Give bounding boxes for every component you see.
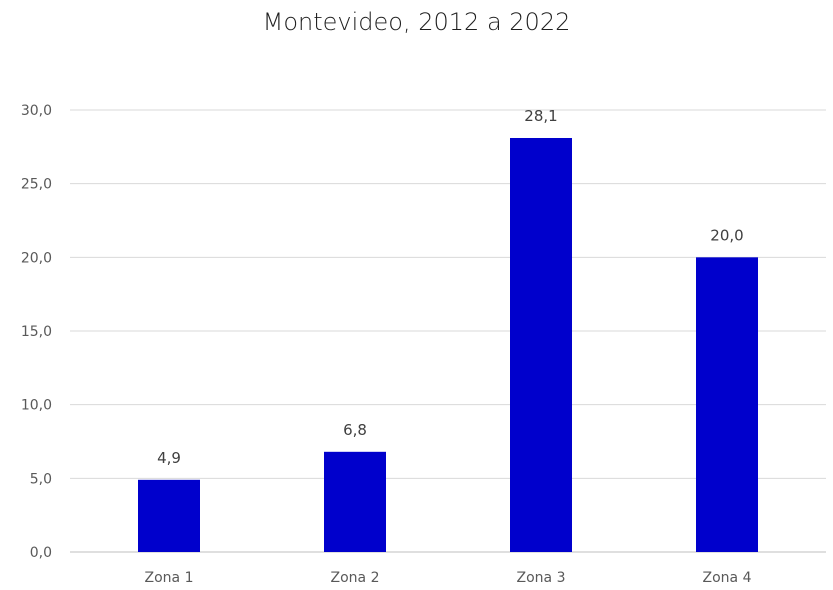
bar (138, 479, 200, 552)
y-tick-label: 10,0 (21, 398, 52, 414)
data-label: 6,8 (343, 421, 367, 439)
y-tick-label: 30,0 (21, 103, 52, 119)
bar (324, 451, 386, 552)
data-label: 20,0 (710, 226, 743, 244)
category-label: Zona 4 (703, 570, 752, 586)
data-label: 28,1 (524, 107, 557, 125)
data-labels: 4,9 6,8 28,1 20,0 (157, 107, 744, 467)
category-label: Zona 1 (145, 570, 194, 586)
bars (138, 137, 758, 552)
data-label: 4,9 (157, 449, 181, 467)
x-axis-category-labels: Zona 1 Zona 2 Zona 3 Zona 4 (145, 570, 752, 586)
y-tick-label: 25,0 (21, 177, 52, 193)
y-tick-label: 15,0 (21, 324, 52, 340)
y-axis-tick-labels: 0,0 5,0 10,0 15,0 20,0 25,0 30,0 (21, 103, 52, 561)
chart-title: Montevideo, 2012 a 2022 (262, 8, 571, 36)
bar (696, 257, 758, 552)
bar (510, 137, 572, 552)
y-tick-label: 5,0 (30, 471, 52, 487)
y-tick-label: 20,0 (21, 250, 52, 266)
category-label: Zona 2 (331, 570, 380, 586)
category-label: Zona 3 (517, 570, 566, 586)
y-tick-label: 0,0 (30, 545, 52, 561)
